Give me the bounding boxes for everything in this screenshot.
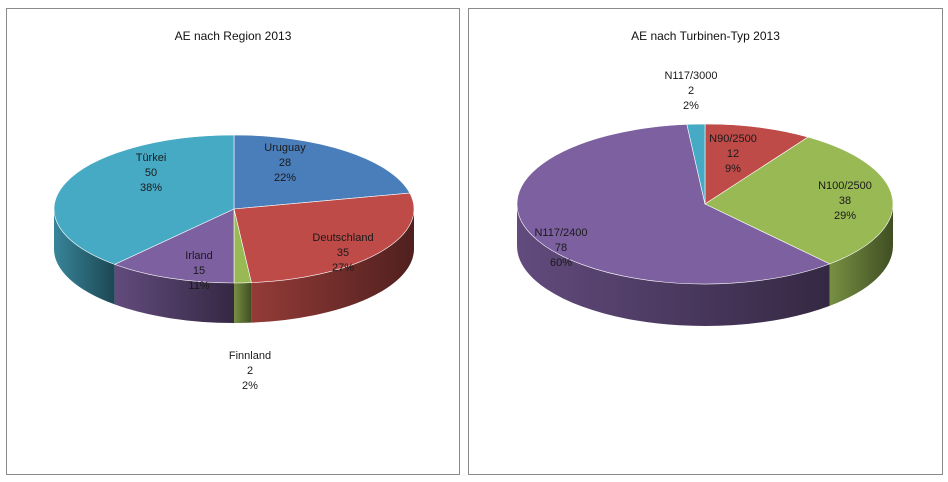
pie-side-t-rkei (54, 209, 115, 305)
data-label-n117-3000: N117/3000 2 2% (664, 70, 717, 112)
pie-slice-n100-2500 (704, 136, 894, 265)
pie-side-n117-2400 (517, 204, 830, 326)
chart-title: AE nach Region 2013 (174, 29, 292, 43)
pie-slice-t-rkei (53, 134, 235, 265)
data-label-t-rkei: Türkei 50 38% (136, 152, 167, 194)
pie-side-deutschland (251, 209, 414, 323)
pie-slice-n90-2500 (704, 123, 809, 205)
pie-slice-irland (113, 208, 235, 284)
chart-title: AE nach Turbinen-Typ 2013 (631, 29, 780, 43)
region-pie-chart: Uruguay 28 22% Deutschland 35 27% Finnland 2 2% I… (53, 134, 415, 392)
data-label-uruguay: Uruguay 28 22% (264, 142, 306, 184)
data-label-deutschland: Deutschland 35 27% (312, 232, 373, 274)
data-label-n117-2400: N117/2400 78 60% (534, 227, 587, 269)
pie-slice-uruguay (233, 134, 411, 210)
data-label-n90-2500: N90/2500 12 9% (709, 133, 757, 175)
data-label-n100-2500: N100/2500 38 29% (818, 180, 872, 222)
turbine-pie-chart: N90/2500 12 9% N100/2500 38 29% N117/2400 78 60%… (516, 70, 894, 326)
pie-slice-deutschland (233, 192, 415, 283)
pie-slice-n117-3000 (686, 123, 706, 205)
pie-slice-n117-2400 (516, 124, 831, 285)
pie-side-n100-2500 (829, 204, 893, 306)
chart-turbine-panel: AE nach Turbinen-Typ 2013 N90/2500 12 9% N1… (468, 8, 943, 475)
pie-side-irland (114, 264, 234, 323)
pie-side-finnland (234, 282, 252, 323)
data-label-irland: Irland 15 11% (185, 250, 213, 292)
chart-region-panel: AE nach Region 2013 Uruguay 28 22% Deutschl… (6, 8, 460, 475)
data-label-finnland: Finnland 2 2% (229, 350, 271, 392)
